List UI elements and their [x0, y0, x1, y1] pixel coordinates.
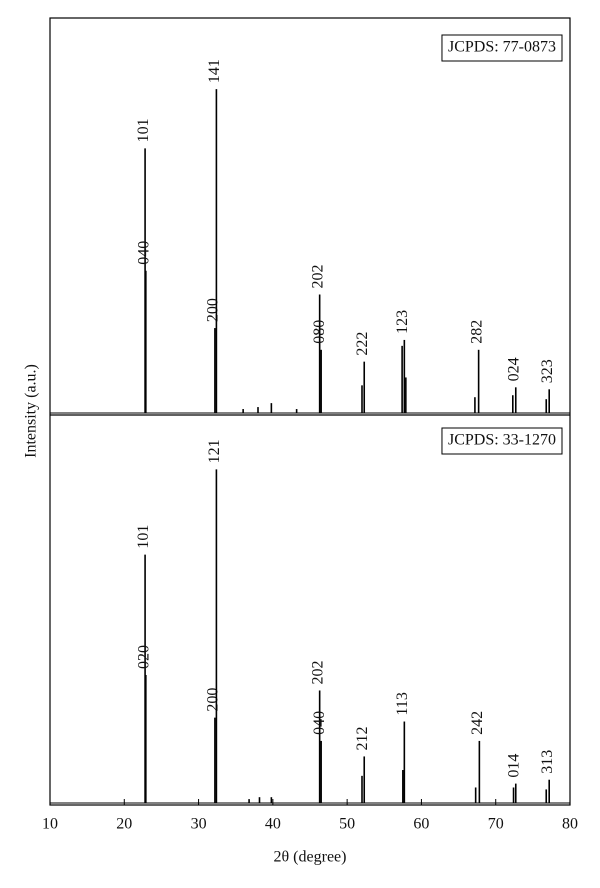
- peak-label: 113: [394, 692, 411, 715]
- peak-label: 024: [505, 357, 522, 381]
- panel-label-box: [441, 34, 563, 62]
- peak-label: 020: [136, 645, 153, 669]
- x-axis-label: 2θ (degree): [274, 849, 347, 866]
- peak-label: 040: [136, 241, 153, 265]
- x-tick-label: 60: [413, 816, 429, 833]
- peak-label: 200: [205, 298, 222, 322]
- x-tick-label: 10: [42, 816, 58, 833]
- peak-label: 101: [135, 525, 152, 549]
- peak-label: 123: [394, 310, 411, 334]
- x-tick-label: 70: [488, 816, 504, 833]
- peak-label: 202: [309, 660, 326, 684]
- peak-label: 080: [311, 320, 328, 344]
- peak-label: 212: [354, 726, 371, 750]
- panel-label-box: [441, 427, 563, 455]
- x-tick-label: 50: [339, 816, 355, 833]
- peak-label: 282: [468, 320, 485, 344]
- x-tick-label: 80: [562, 816, 578, 833]
- x-tick-label: 40: [265, 816, 281, 833]
- panel-label: JCPDS: 33-1270: [448, 432, 556, 449]
- plot-frame: [49, 17, 571, 806]
- peak-label: 222: [354, 332, 371, 356]
- y-axis-label: Intensity (a.u.): [23, 364, 40, 458]
- peak-label: 313: [539, 750, 556, 774]
- peak-label: 323: [539, 359, 556, 383]
- panel-label: JCPDS: 77-0873: [448, 39, 556, 56]
- peak-label: 121: [206, 439, 223, 463]
- peak-label: 141: [206, 59, 223, 83]
- peak-label: 242: [469, 711, 486, 735]
- peak-label: 202: [309, 265, 326, 289]
- peak-label: 101: [135, 118, 152, 142]
- peak-label: 014: [505, 754, 522, 778]
- x-tick-label: 20: [116, 816, 132, 833]
- peak-label: 040: [311, 711, 328, 735]
- x-tick-label: 30: [191, 816, 207, 833]
- peak-label: 200: [205, 688, 222, 712]
